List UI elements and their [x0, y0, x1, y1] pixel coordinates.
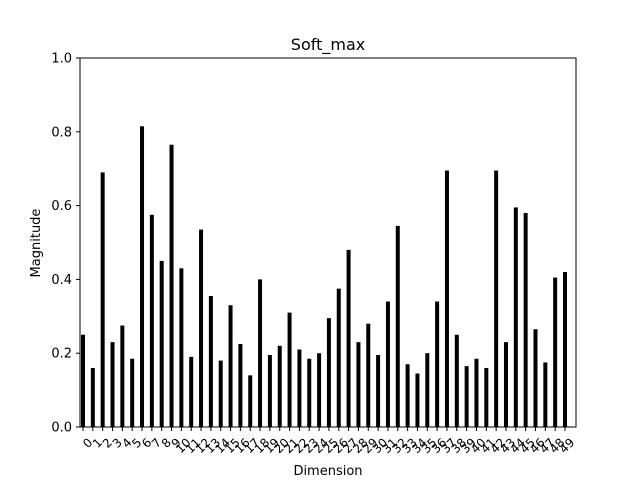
bar-42 — [494, 170, 499, 428]
bar-11 — [189, 356, 194, 427]
bar-29 — [366, 323, 371, 427]
chart-title: Soft_max — [291, 35, 365, 55]
bar-14 — [218, 360, 223, 427]
bar-33 — [405, 364, 410, 427]
bar-48 — [553, 277, 558, 427]
bar-23 — [307, 358, 312, 427]
bar-47 — [543, 362, 548, 427]
bar-49 — [563, 272, 567, 427]
bar-21 — [287, 312, 292, 427]
y-tick-label-0.0: 0.0 — [51, 421, 72, 436]
bar-30 — [376, 355, 381, 427]
bar-5 — [130, 358, 135, 427]
bar-28 — [356, 342, 361, 427]
bar-26 — [336, 288, 341, 428]
bar-39 — [464, 366, 469, 427]
bar-18 — [258, 279, 263, 427]
bar-6 — [140, 126, 145, 428]
bar-19 — [267, 355, 272, 427]
bar-35 — [425, 353, 430, 427]
bar-10 — [179, 268, 184, 427]
bar-9 — [169, 144, 174, 427]
bar-41 — [484, 367, 489, 427]
bar-0 — [81, 334, 85, 427]
y-tick-label-0.6: 0.6 — [51, 199, 72, 214]
bar-27 — [346, 249, 351, 427]
x-axis: 0123456789101112131415161718192021222324… — [80, 427, 577, 456]
bar-15 — [228, 305, 233, 427]
bar-38 — [454, 334, 459, 427]
bar-40 — [474, 358, 479, 427]
bar-8 — [159, 260, 164, 427]
bar-12 — [199, 229, 204, 427]
bar-34 — [415, 373, 420, 427]
bar-45 — [523, 212, 528, 427]
bar-31 — [385, 301, 390, 427]
bar-7 — [149, 214, 154, 427]
bar-17 — [248, 375, 253, 427]
bar-3 — [110, 342, 115, 427]
bar-2 — [100, 172, 105, 427]
y-tick-label-1.0: 1.0 — [51, 52, 72, 67]
bar-24 — [317, 353, 322, 427]
bar-25 — [326, 318, 331, 427]
y-tick-label-0.2: 0.2 — [51, 347, 72, 362]
y-tick-label-0.4: 0.4 — [51, 273, 72, 288]
bars-group — [81, 126, 567, 428]
bar-1 — [90, 367, 95, 427]
y-tick-label-0.8: 0.8 — [51, 125, 72, 140]
x-axis-label: Dimension — [293, 464, 362, 479]
bar-13 — [208, 296, 213, 427]
bar-43 — [503, 342, 508, 427]
bar-16 — [238, 343, 243, 427]
bar-36 — [435, 301, 440, 427]
bar-22 — [297, 349, 302, 427]
y-axis: 0.0 0.2 0.4 0.6 0.8 1.0 — [51, 52, 80, 436]
bar-20 — [277, 345, 282, 427]
bar-46 — [533, 329, 538, 427]
bar-44 — [513, 207, 518, 427]
bar-37 — [444, 170, 449, 428]
plot-frame — [79, 57, 577, 428]
bar-4 — [120, 325, 125, 427]
y-axis-label: Magnitude — [29, 209, 44, 278]
bar-32 — [395, 225, 400, 427]
